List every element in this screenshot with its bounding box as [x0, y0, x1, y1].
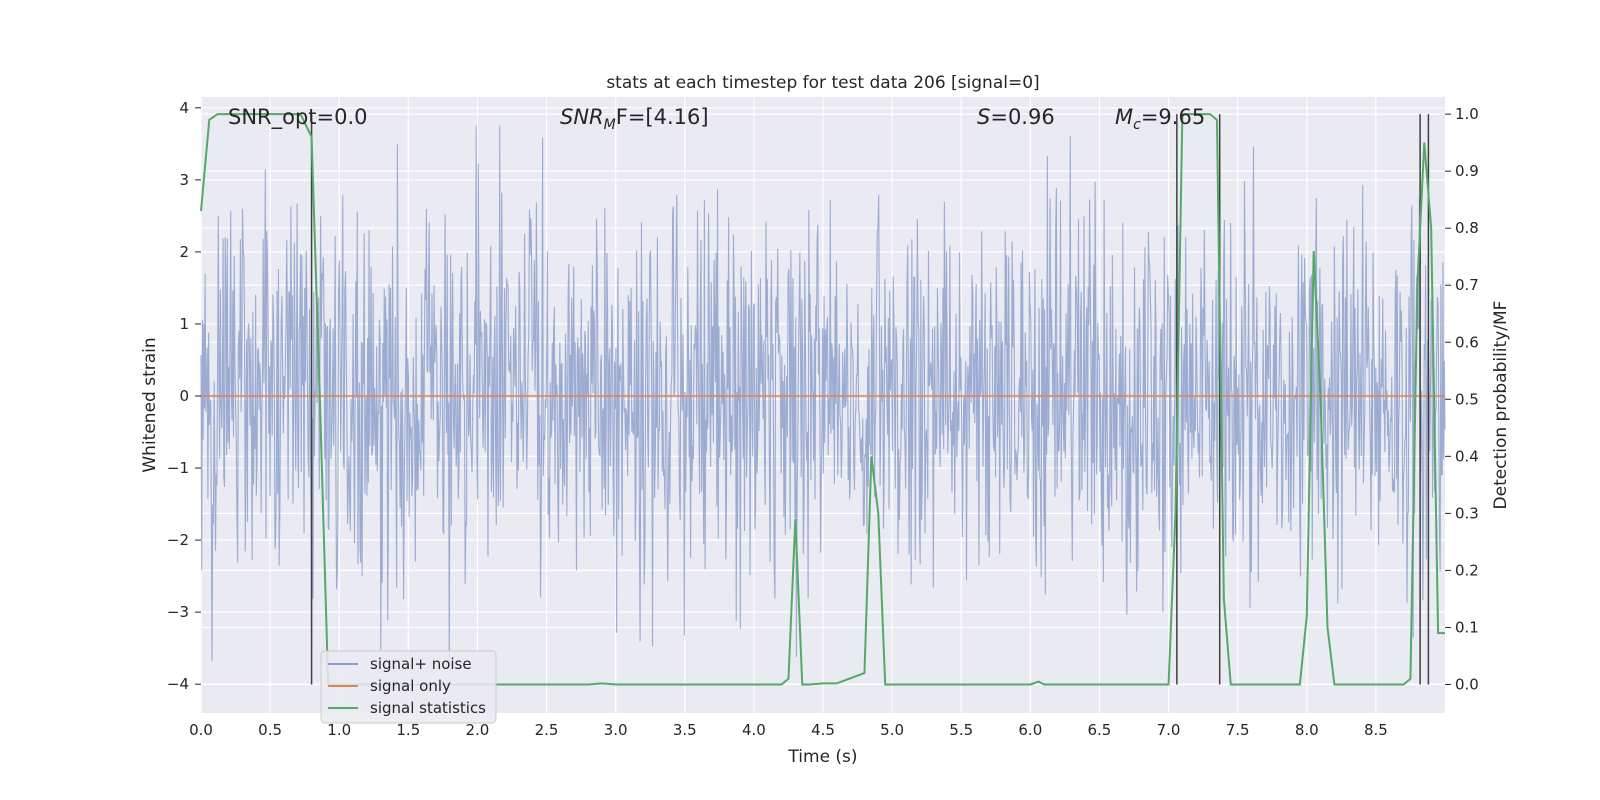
x-tick-label: 4.0 — [742, 721, 766, 739]
x-tick-label: 7.5 — [1226, 721, 1250, 739]
annotation-mc-base: M — [1115, 105, 1133, 129]
x-tick-label: 7.0 — [1157, 721, 1181, 739]
annotation-snr-mf-base: SNR — [560, 105, 604, 129]
y-right-tick-label: 0.5 — [1455, 390, 1479, 408]
y-left-tick-label: 1 — [179, 315, 189, 333]
y-right-tick-labels: 1.0 0.9 0.8 0.7 0.6 0.5 0.4 0.3 0.2 0.1 0.0 — [1445, 105, 1479, 693]
y-left-tick-label: −3 — [167, 603, 189, 621]
x-tick-label: 2.0 — [466, 721, 490, 739]
y-right-tick-label: 0.3 — [1455, 504, 1479, 522]
y-right-tick-label: 0.2 — [1455, 561, 1479, 579]
annotation-s: S=0.96 — [977, 105, 1055, 129]
annotation-snr-mf: SNRMF=[4.16] — [560, 105, 709, 133]
y-axis-label-right: Detection probability/MF — [1491, 301, 1511, 510]
y-right-tick-label: 0.8 — [1455, 219, 1479, 237]
y-left-tick-label: 2 — [179, 243, 189, 261]
y-right-tick-label: 0.6 — [1455, 333, 1479, 351]
y-right-tick-label: 0.7 — [1455, 276, 1479, 294]
y-right-tick-label: 0.9 — [1455, 162, 1479, 180]
y-left-tick-label: −1 — [167, 459, 189, 477]
x-tick-label: 2.5 — [535, 721, 559, 739]
x-tick-label: 0.5 — [258, 721, 282, 739]
y-right-tick-label: 0.4 — [1455, 447, 1479, 465]
x-tick-label: 0.0 — [189, 721, 213, 739]
x-tick-label: 8.5 — [1364, 721, 1388, 739]
annotation-s-symbol: S — [977, 105, 990, 129]
chart-title: stats at each timestep for test data 206… — [606, 73, 1039, 93]
annotation-snr-mf-rest: F=[4.16] — [616, 105, 709, 129]
legend-box — [320, 650, 497, 724]
y-left-tick-label: −4 — [167, 675, 189, 693]
x-tick-label: 5.5 — [949, 721, 973, 739]
y-left-tick-label: 4 — [179, 99, 189, 117]
legend-label-signal-statistics: signal statistics — [370, 699, 486, 717]
x-tick-label: 1.0 — [327, 721, 351, 739]
y-left-tick-label: 0 — [179, 387, 189, 405]
y-left-tick-label: 3 — [179, 171, 189, 189]
x-axis-label: Time (s) — [787, 747, 857, 767]
x-tick-label: 4.5 — [811, 721, 835, 739]
noise-line — [200, 125, 1446, 667]
y-right-tick-label: 0.1 — [1455, 618, 1479, 636]
y-left-tick-label: −2 — [167, 531, 189, 549]
annotation-mc-sub: c — [1133, 117, 1141, 133]
x-tick-label: 3.0 — [604, 721, 628, 739]
x-tick-label: 1.5 — [396, 721, 420, 739]
annotation-mc: Mc=9.65 — [1115, 105, 1205, 133]
series-signal-noise — [200, 125, 1446, 667]
y-left-tick-labels: 4 3 2 1 0 −1 −2 −3 −4 — [167, 99, 201, 693]
x-tick-label: 8.0 — [1295, 721, 1319, 739]
y-axis-label-left: Whitened strain — [140, 337, 160, 472]
x-tick-label: 6.0 — [1018, 721, 1042, 739]
x-tick-label: 5.0 — [880, 721, 904, 739]
annotation-snr-opt: SNR_opt=0.0 — [228, 105, 368, 130]
x-tick-labels: 0.0 0.5 1.0 1.5 2.0 2.5 3.0 3.5 4.0 4.5 5.0 5.5 6.0 6… — [189, 721, 1388, 739]
y-right-tick-label: 0.0 — [1455, 675, 1479, 693]
legend-label-signal-noise: signal+ noise — [370, 655, 472, 673]
x-tick-label: 6.5 — [1088, 721, 1112, 739]
annotation-snr-mf-sub: M — [604, 117, 616, 133]
legend: signal+ noise signal only signal statist… — [320, 650, 497, 724]
annotation-mc-value: =9.65 — [1141, 105, 1205, 129]
x-tick-label: 3.5 — [673, 721, 697, 739]
y-right-tick-label: 1.0 — [1455, 105, 1479, 123]
legend-label-signal-only: signal only — [370, 677, 451, 695]
annotation-s-value: =0.96 — [990, 105, 1054, 129]
